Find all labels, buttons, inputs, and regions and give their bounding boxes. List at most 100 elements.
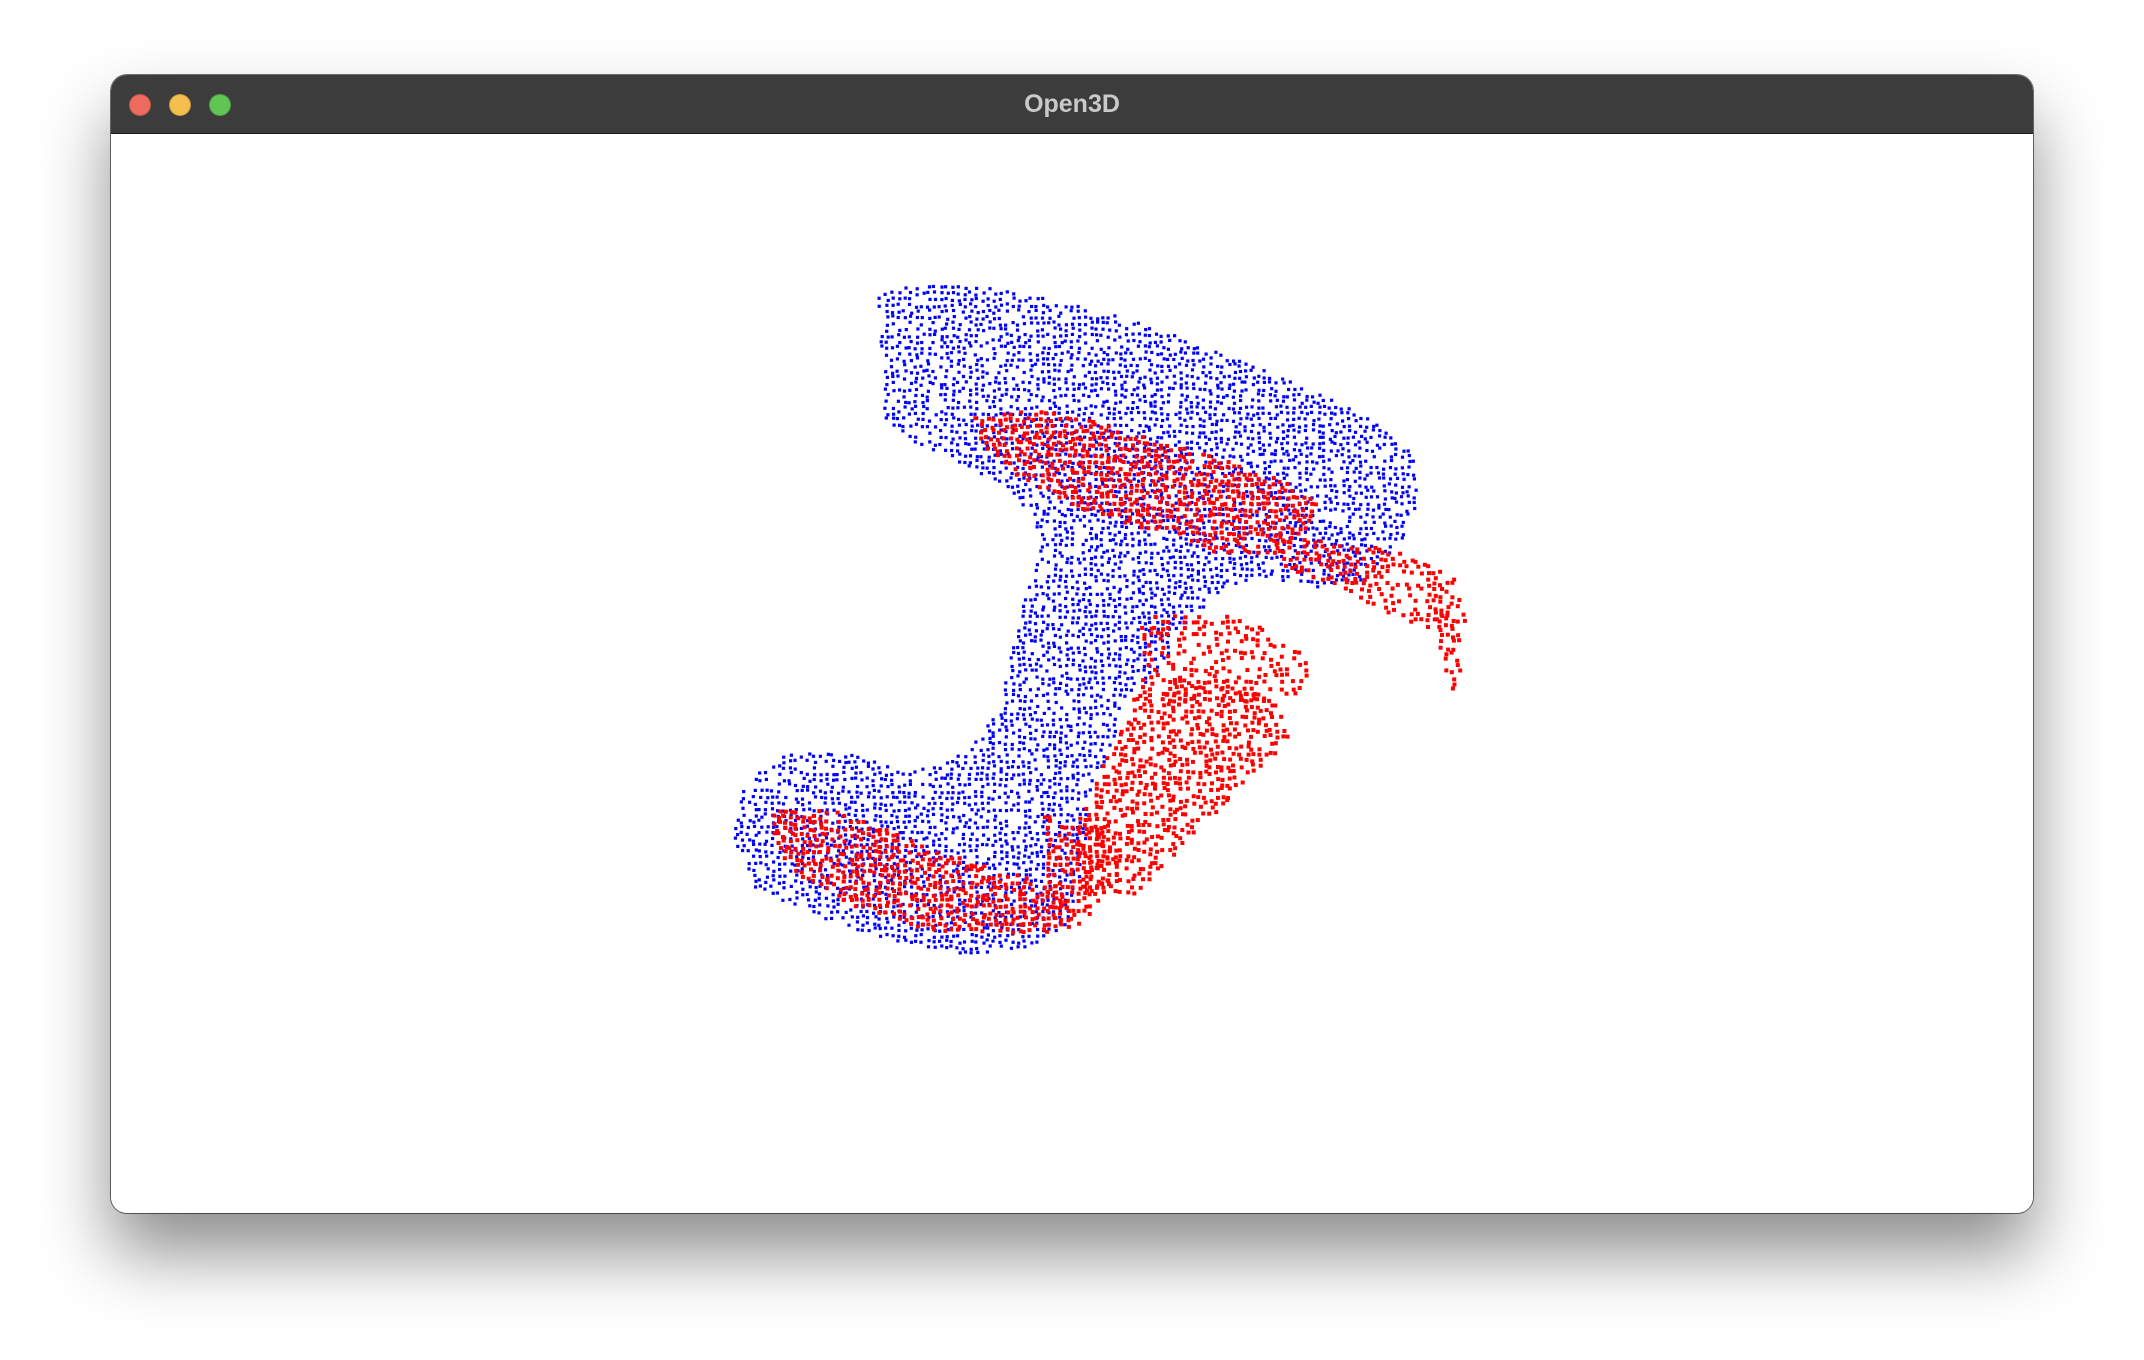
blue-point — [884, 370, 888, 374]
blue-point — [1257, 388, 1261, 392]
blue-point — [1016, 694, 1021, 698]
blue-point — [1015, 365, 1019, 369]
blue-point — [957, 796, 961, 800]
blue-point — [958, 902, 962, 906]
blue-point — [1264, 476, 1268, 480]
blue-point — [976, 423, 980, 427]
minimize-button[interactable] — [169, 94, 191, 116]
blue-point — [1089, 502, 1093, 506]
blue-point — [956, 863, 960, 867]
red-point — [1109, 477, 1114, 482]
blue-point — [831, 801, 835, 805]
blue-point — [1126, 658, 1130, 662]
blue-point — [969, 370, 973, 374]
blue-point — [1066, 813, 1070, 817]
red-point — [1100, 494, 1105, 499]
maximize-button[interactable] — [209, 94, 231, 116]
blue-point — [1357, 507, 1361, 511]
blue-point — [993, 782, 997, 786]
red-point — [1046, 450, 1051, 454]
blue-point — [1147, 533, 1151, 537]
blue-point — [1222, 448, 1226, 452]
red-point — [1226, 479, 1231, 484]
blue-point — [1129, 596, 1133, 600]
blue-point — [962, 357, 966, 361]
blue-point — [879, 934, 883, 938]
blue-point — [956, 754, 960, 758]
blue-point — [1249, 368, 1253, 372]
blue-point — [1018, 434, 1022, 438]
blue-point — [1070, 425, 1074, 429]
red-point — [1134, 447, 1139, 452]
blue-point — [981, 753, 986, 757]
blue-point — [1161, 453, 1165, 457]
title-bar[interactable]: Open3D — [111, 75, 2033, 134]
blue-point — [956, 443, 960, 447]
blue-point — [1234, 507, 1238, 512]
blue-point — [751, 839, 755, 843]
blue-point — [963, 293, 967, 297]
blue-point — [896, 374, 900, 378]
blue-point — [1041, 296, 1045, 300]
blue-point — [955, 800, 960, 805]
blue-point — [1058, 387, 1062, 391]
red-point — [1079, 460, 1084, 465]
blue-point — [898, 388, 902, 392]
blue-point — [1341, 419, 1345, 423]
red-point — [1010, 430, 1015, 435]
blue-point — [1012, 345, 1016, 349]
blue-point — [1190, 375, 1194, 379]
blue-point — [1131, 591, 1135, 595]
blue-point — [1310, 520, 1314, 524]
blue-point — [1027, 628, 1031, 632]
blue-point — [1168, 424, 1172, 428]
blue-point — [931, 321, 935, 325]
blue-point — [1226, 542, 1231, 546]
blue-point — [939, 383, 944, 387]
red-point — [1213, 464, 1218, 469]
blue-point — [1209, 362, 1213, 366]
blue-point — [1041, 351, 1045, 355]
blue-point — [872, 760, 877, 764]
close-button[interactable] — [129, 94, 151, 116]
blue-point — [1024, 482, 1028, 487]
blue-point — [1299, 579, 1303, 583]
blue-point — [1105, 399, 1109, 403]
blue-point — [926, 809, 930, 813]
blue-point — [1131, 406, 1135, 411]
blue-point — [1017, 826, 1022, 830]
blue-point — [957, 327, 961, 331]
blue-point — [1227, 386, 1231, 390]
blue-point — [1407, 453, 1411, 458]
blue-point — [1083, 357, 1087, 361]
blue-point — [998, 808, 1002, 813]
red-point — [1236, 494, 1241, 499]
red-point — [1004, 449, 1009, 454]
blue-point — [1311, 423, 1316, 427]
blue-point — [1081, 632, 1085, 637]
blue-point — [848, 857, 852, 861]
blue-point — [763, 771, 768, 775]
blue-point — [1047, 496, 1051, 500]
blue-point — [1269, 491, 1273, 495]
blue-point — [1238, 434, 1243, 438]
blue-point — [975, 286, 979, 290]
blue-point — [1089, 641, 1093, 645]
blue-point — [1028, 713, 1033, 717]
red-point — [1022, 472, 1027, 477]
blue-point — [1071, 621, 1075, 625]
red-point — [1163, 485, 1168, 489]
blue-point — [1101, 327, 1105, 331]
blue-point — [1303, 417, 1307, 421]
blue-point — [1054, 533, 1058, 537]
blue-point — [1298, 405, 1302, 409]
3d-viewport[interactable] — [111, 134, 2033, 1213]
blue-point — [932, 843, 936, 847]
blue-point — [1009, 719, 1013, 723]
blue-point — [1339, 443, 1343, 447]
red-point — [1069, 431, 1074, 436]
blue-point — [937, 863, 941, 867]
blue-point — [1125, 327, 1129, 331]
blue-point — [1261, 406, 1265, 410]
blue-point — [1094, 405, 1098, 409]
